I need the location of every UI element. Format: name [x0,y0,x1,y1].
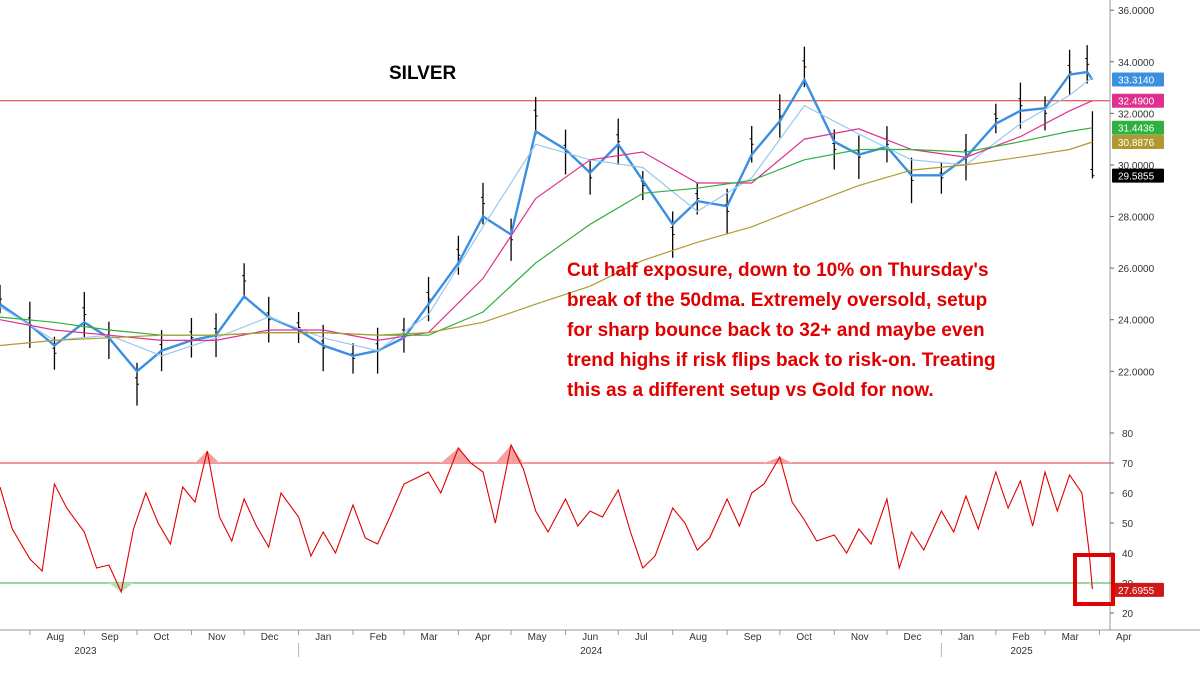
rsi-panel [0,443,1110,594]
price-tick-label: 26.0000 [1118,264,1155,275]
ma-line-2 [0,76,1093,357]
month-label: Nov [208,632,226,643]
highlight-box [1073,553,1115,606]
price-tick-label: 28.0000 [1118,213,1155,224]
price-tick-label: 32.0000 [1118,109,1155,120]
price-tick-label: 24.0000 [1118,316,1155,327]
rsi-oversold-fill [121,583,134,592]
last-value-label: 31.4436 [1118,124,1155,135]
month-label: Sep [101,632,119,643]
rsi-overbought-fill [495,445,512,463]
year-label: 2025 [1010,646,1033,657]
rsi-line [0,443,1093,594]
rsi-tick-label: 50 [1122,519,1134,530]
month-label: Jun [582,632,598,643]
month-label: Mar [1062,632,1080,643]
last-value-label: 32.4900 [1118,97,1155,108]
month-label: Jan [315,632,331,643]
price-tick-label: 36.0000 [1118,6,1155,17]
axes: 22.0000 24.0000 26.0000 28.0000 30.0000 32.00… [0,0,1200,657]
month-label: Apr [475,632,491,643]
rsi-overbought-fill [764,457,780,463]
month-label: Apr [1116,632,1132,643]
month-label: Aug [689,632,707,643]
rsi-overbought-fill [207,451,220,463]
price-tick-label: 34.0000 [1118,58,1155,69]
year-label: 2023 [74,646,97,657]
rsi-tick-label: 60 [1122,489,1134,500]
last-value-label: 30.8876 [1118,138,1155,149]
annotation-text: Cut half exposure, down to 10% on Thursd… [567,260,996,401]
month-label: Dec [261,632,279,643]
rsi-overbought-fill [511,445,524,463]
annotation-line-3: for sharp bounce back to 32+ and maybe e… [567,320,985,341]
last-value-tag [1112,135,1164,150]
annotation-line-1: Cut half exposure, down to 10% on Thursd… [567,260,989,281]
annotation-line-4: trend highs if risk flips back to risk-o… [567,350,996,371]
annotation-line-2: break of the 50dma. Extremely oversold, … [567,290,987,311]
rsi-overbought-fill [194,451,208,463]
last-value-tag [1112,168,1164,183]
last-value-tag [1112,72,1164,87]
ma-line-5 [0,141,1093,347]
ma-line-3 [0,100,1093,342]
chart-title: SILVER [389,63,456,84]
price-tick-label: 30.0000 [1118,161,1155,172]
last-value-tag [1112,120,1164,135]
rsi-last-value-tag [1112,582,1164,597]
month-label: Sep [744,632,762,643]
rsi-tick-label: 20 [1122,609,1134,620]
month-label: Jan [958,632,974,643]
last-value-tag [1112,93,1164,108]
month-label: Mar [421,632,439,643]
rsi-tick-label: 80 [1122,429,1134,440]
price-panel [0,45,1110,406]
price-tick-label: 22.0000 [1118,367,1155,378]
month-label: Nov [851,632,869,643]
month-label: Aug [46,632,64,643]
month-label: May [528,632,547,643]
month-label: Feb [1012,632,1030,643]
month-label: Dec [904,632,922,643]
month-label: Oct [796,632,812,643]
rsi-tick-label: 70 [1122,459,1134,470]
month-label: Oct [154,632,170,643]
last-value-label: 29.5855 [1118,172,1155,183]
month-label: Feb [370,632,388,643]
rsi-tick-label: 40 [1122,549,1134,560]
rsi-overbought-fill [779,457,793,463]
last-value-label: 33.3140 [1118,75,1155,86]
year-label: 2024 [580,646,603,657]
rsi-last-value-label: 27.6955 [1118,586,1155,597]
annotation-line-5: this as a different setup vs Gold for no… [567,380,934,401]
month-label: Jul [635,632,648,643]
